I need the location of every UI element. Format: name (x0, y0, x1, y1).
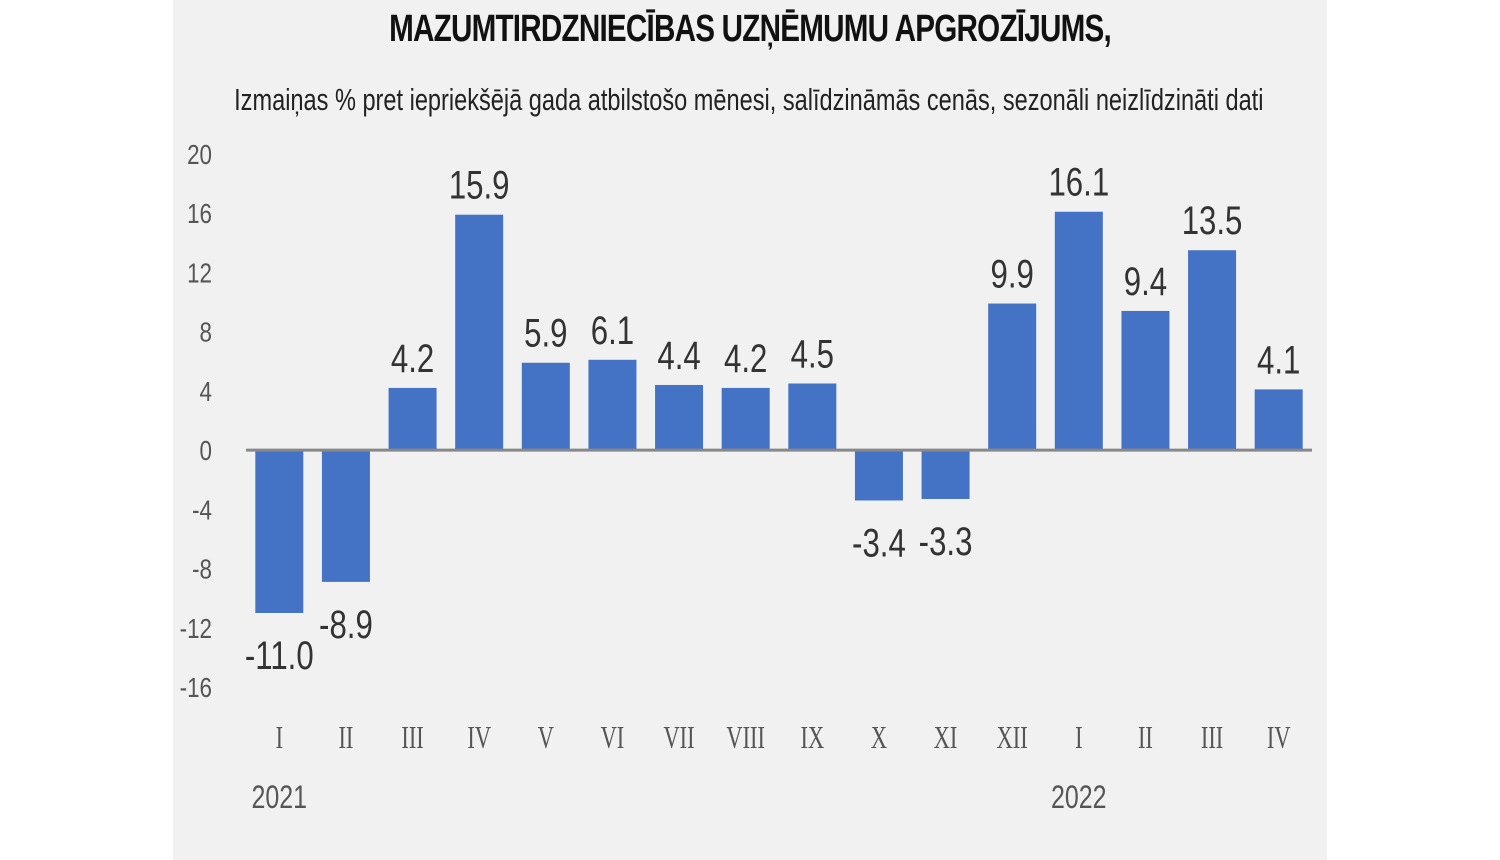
year-label: 2021 (252, 780, 308, 816)
x-tick-label: III (1201, 719, 1223, 755)
y-tick-label: 20 (187, 140, 212, 171)
x-tick-label: XII (997, 719, 1028, 755)
x-tick-label: XI (934, 719, 958, 755)
x-tick-label: VI (601, 719, 625, 755)
x-tick-label: I (276, 719, 283, 755)
y-tick-label: -16 (180, 673, 212, 704)
x-tick-label: IV (1267, 719, 1291, 755)
bar (521, 362, 570, 451)
bar (921, 450, 970, 499)
y-tick-label: -4 (192, 495, 212, 526)
bar (988, 303, 1037, 451)
year-label: 2022 (1051, 780, 1107, 816)
x-tick-label: V (538, 719, 554, 755)
bar (321, 450, 370, 582)
x-tick-label: II (1138, 719, 1153, 755)
y-tick-label: 8 (200, 317, 212, 348)
data-label: 5.9 (524, 311, 567, 356)
x-tick-label: I (1075, 719, 1082, 755)
bar (854, 450, 903, 501)
bar (455, 214, 504, 451)
data-label: 6.1 (591, 308, 634, 353)
data-label: -11.0 (245, 633, 314, 678)
data-label: 15.9 (449, 163, 510, 208)
data-label: 9.9 (991, 252, 1034, 297)
x-tick-label: IX (800, 719, 824, 755)
y-tick-label: 4 (200, 377, 212, 408)
data-label: 13.5 (1182, 199, 1243, 244)
x-tick-label: II (338, 719, 353, 755)
data-label: -8.9 (319, 602, 373, 647)
chart-subtitle: Izmaiņas % pret iepriekšējā gada atbilst… (234, 82, 1264, 117)
bar (721, 387, 770, 451)
bar (655, 384, 704, 451)
x-tick-label: IV (467, 719, 491, 755)
y-tick-label: -8 (192, 554, 212, 585)
y-tick-label: -12 (180, 613, 212, 644)
data-label: 4.5 (791, 332, 834, 377)
y-tick-label: 0 (200, 436, 212, 467)
x-tick-label: III (401, 719, 423, 755)
data-label: 4.2 (724, 336, 767, 381)
data-label: 4.4 (657, 333, 700, 378)
data-label: -3.3 (919, 519, 973, 564)
data-label: 4.2 (391, 336, 434, 381)
y-tick-label: 12 (187, 258, 212, 289)
bar (588, 359, 637, 451)
x-tick-label: X (871, 719, 887, 755)
bar (388, 387, 437, 451)
data-label: 4.1 (1257, 338, 1300, 383)
data-label: 16.1 (1048, 160, 1109, 205)
chart-title: MAZUMTIRDZNIECĪBAS UZŅĒMUMU APGROZĪJUMS, (389, 8, 1112, 50)
bar (255, 450, 304, 613)
x-tick-label: VIII (726, 719, 765, 755)
data-label: -3.4 (852, 521, 906, 566)
bar (788, 383, 837, 451)
bar (1054, 211, 1103, 451)
bar (1188, 250, 1237, 451)
data-label: 9.4 (1124, 259, 1167, 304)
bar (1121, 310, 1170, 451)
y-tick-label: 16 (187, 199, 212, 230)
x-tick-label: VII (664, 719, 695, 755)
bar (1254, 389, 1303, 451)
